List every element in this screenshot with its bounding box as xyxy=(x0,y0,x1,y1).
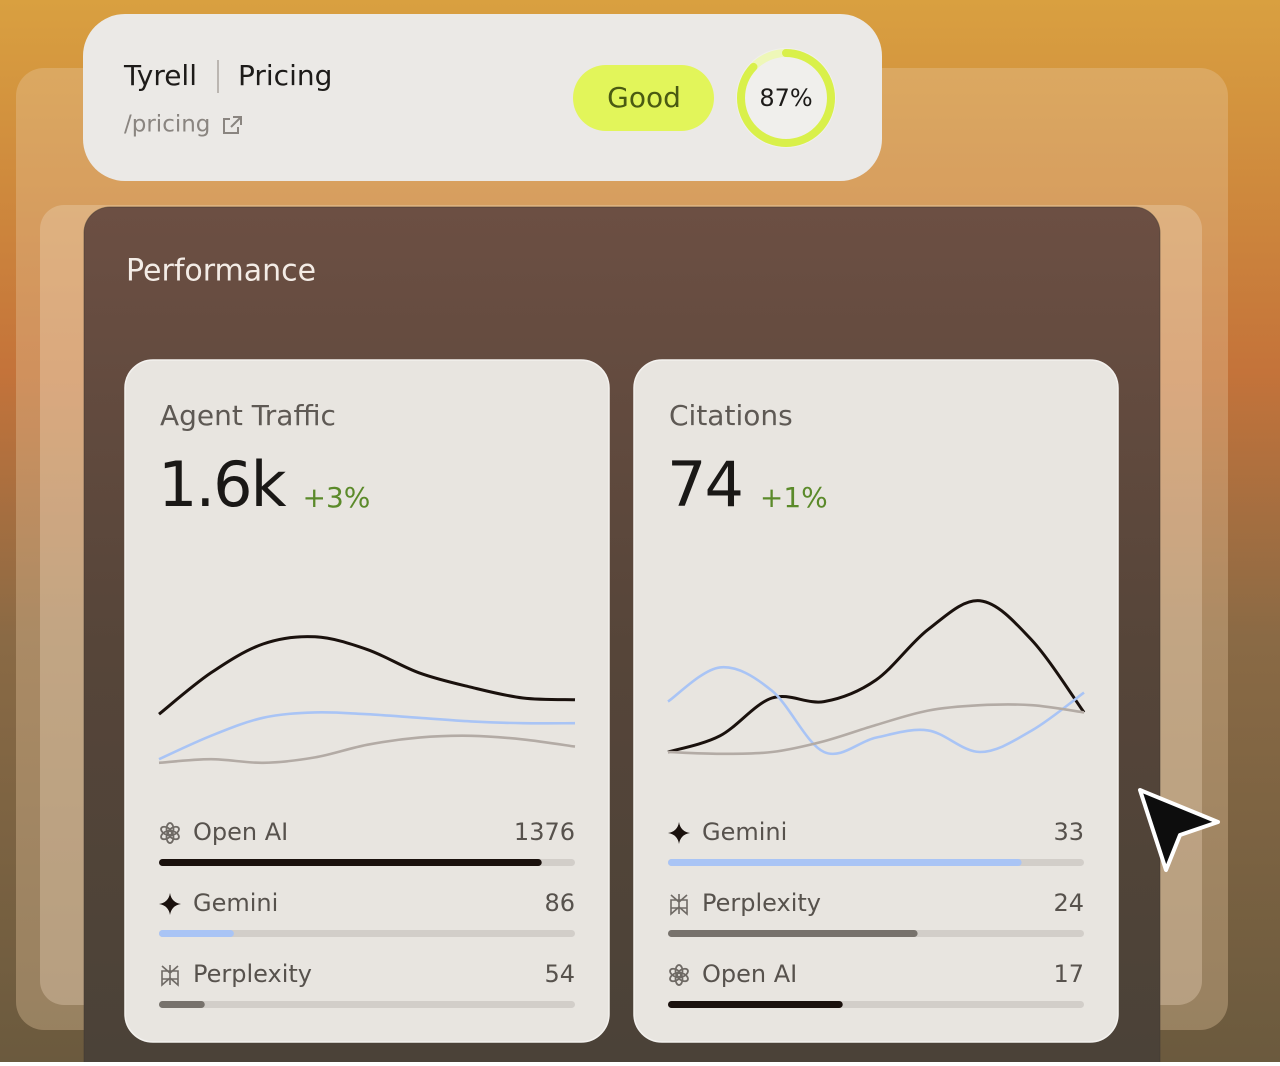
header-card xyxy=(83,14,882,181)
section-title: Performance xyxy=(126,254,316,289)
score-bg xyxy=(736,48,836,148)
sparkline xyxy=(158,710,576,761)
source-name: Perplexity xyxy=(702,889,821,917)
icon-shape xyxy=(670,894,688,916)
source-value: 54 xyxy=(544,960,575,988)
card-title: Citations xyxy=(669,399,793,432)
gemini-icon xyxy=(159,893,181,915)
cards: Agent Traffic 1.6k +3% Open AI 1376 Gemini 86 P… xyxy=(124,359,1119,1043)
source-name: Gemini xyxy=(702,818,787,846)
external-link-icon[interactable] xyxy=(223,116,242,134)
bar xyxy=(159,930,234,937)
status: Good xyxy=(607,81,681,114)
source-value: 33 xyxy=(1053,818,1084,846)
page-name: Pricing xyxy=(238,59,332,92)
icon-petal xyxy=(669,967,682,979)
source-name: Open AI xyxy=(193,818,288,846)
metric-card xyxy=(633,359,1119,1043)
bar-track xyxy=(159,1001,575,1008)
card-value: 1.6k xyxy=(158,448,287,521)
score-label: 87% xyxy=(759,84,812,112)
perplexity-icon xyxy=(670,894,688,916)
source-name: Gemini xyxy=(193,889,278,917)
score-ring xyxy=(737,49,835,147)
perplexity-icon xyxy=(161,965,179,987)
icon-shape xyxy=(161,965,179,987)
sparkline xyxy=(667,703,1085,756)
openai-icon xyxy=(669,964,689,986)
card-change: +1% xyxy=(760,481,828,514)
bar xyxy=(159,859,542,866)
sparkline xyxy=(158,734,576,765)
brand: Tyrell xyxy=(123,59,197,92)
openai-icon xyxy=(160,822,180,844)
cursor xyxy=(1138,788,1220,872)
page-path[interactable]: /pricing xyxy=(124,112,210,138)
sparkline xyxy=(667,666,1085,756)
bar xyxy=(668,1001,843,1008)
bar-track xyxy=(159,930,575,937)
sparkline xyxy=(158,635,576,716)
bar xyxy=(668,859,1022,866)
metric-card xyxy=(124,359,610,1043)
sparkline xyxy=(667,599,1086,754)
source-name: Perplexity xyxy=(193,960,312,988)
gemini-icon xyxy=(668,822,690,844)
card-value: 74 xyxy=(667,448,742,521)
card-title: Agent Traffic xyxy=(160,399,336,432)
source-value: 1376 xyxy=(514,818,575,846)
bar xyxy=(668,930,918,937)
source-name: Open AI xyxy=(702,960,797,988)
card-change: +3% xyxy=(303,481,371,514)
status-badge xyxy=(573,65,714,131)
source-value: 86 xyxy=(544,889,575,917)
bar xyxy=(159,1001,205,1008)
source-value: 17 xyxy=(1053,960,1084,988)
source-value: 24 xyxy=(1053,889,1084,917)
icon-petal xyxy=(160,825,173,837)
